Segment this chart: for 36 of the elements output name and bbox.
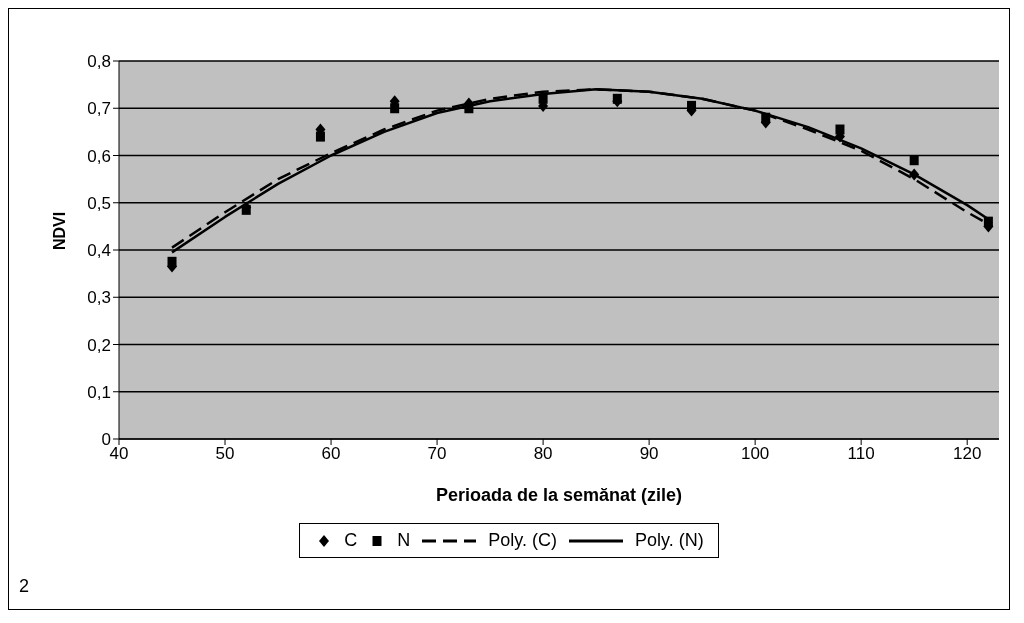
point xyxy=(761,112,771,123)
x-tick-label: 40 xyxy=(109,444,129,464)
text: 2 xyxy=(19,576,30,597)
x-tick-label: 90 xyxy=(639,444,659,464)
x-axis-title: Perioada de la semănat (zile) xyxy=(435,485,683,505)
x-tick-label: 120 xyxy=(953,444,982,464)
y-tick-label: 0,4 xyxy=(87,241,111,261)
x-tick-label: 70 xyxy=(427,444,447,464)
y-tick-label: 0,2 xyxy=(87,335,111,355)
point xyxy=(835,124,845,135)
y-tick-label: 0,6 xyxy=(87,146,111,166)
x-tick-label: 100 xyxy=(740,444,770,464)
y-tick-label: 0,1 xyxy=(87,382,111,402)
x-tick-label: 60 xyxy=(321,444,341,464)
y-tick-label: 0,8 xyxy=(87,52,111,72)
y-tick-label: 0,3 xyxy=(87,288,111,308)
legend-label: C xyxy=(344,530,358,551)
point xyxy=(687,100,697,111)
point xyxy=(983,216,993,227)
point xyxy=(909,168,920,181)
y-tick-label: 0,7 xyxy=(87,99,111,119)
y-tick-label: 0 xyxy=(101,430,111,450)
legend-label: N xyxy=(397,530,411,551)
x-tick-label: 110 xyxy=(847,444,875,464)
y-tick-label: 0,5 xyxy=(87,193,111,213)
point xyxy=(612,93,622,104)
y-axis-title: NDVI xyxy=(50,211,68,250)
legend-label: Poly. (N) xyxy=(635,530,704,551)
point xyxy=(909,155,919,166)
x-tick-label: 50 xyxy=(215,444,235,464)
point xyxy=(390,103,400,114)
point xyxy=(538,93,548,104)
point xyxy=(167,256,177,267)
point xyxy=(315,131,325,142)
x-tick-label: 80 xyxy=(533,444,553,464)
legend-label: Poly. (C) xyxy=(488,530,557,551)
